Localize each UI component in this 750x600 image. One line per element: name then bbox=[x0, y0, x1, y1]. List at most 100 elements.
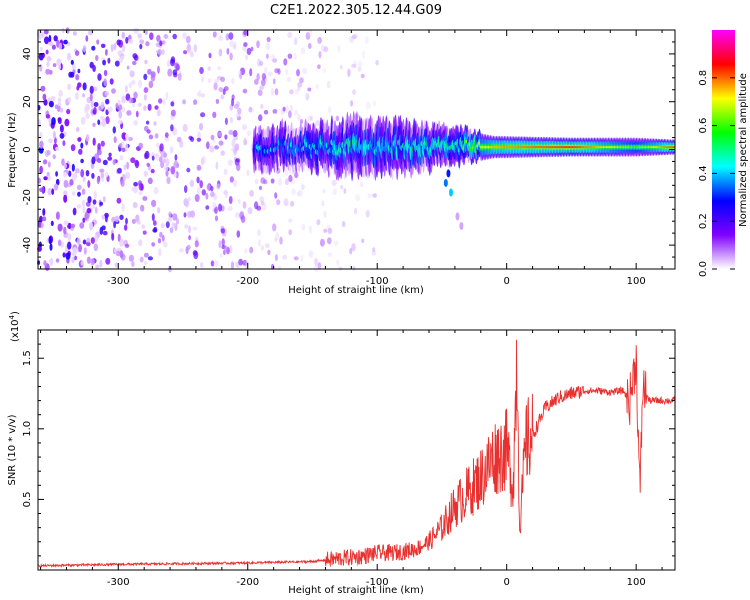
heatmap-cell bbox=[156, 34, 161, 43]
heatmap-cell bbox=[68, 170, 72, 177]
heatmap-cell bbox=[74, 50, 80, 56]
heatmap-cell bbox=[97, 73, 102, 81]
colorbar-axis: 0.0 0.2 0.4 0.6 0.8 bbox=[698, 70, 735, 277]
heatmap-cell bbox=[152, 220, 157, 226]
heatmap-cell bbox=[349, 248, 353, 255]
heatmap-cell bbox=[162, 241, 168, 248]
heatmap-cell bbox=[116, 39, 121, 46]
heatmap-cell bbox=[339, 64, 343, 70]
heatmap-cell bbox=[244, 248, 248, 255]
heatmap-cell bbox=[375, 59, 379, 66]
heatmap-cell bbox=[182, 99, 187, 105]
heatmap-cell bbox=[230, 261, 235, 270]
heatmap-cell bbox=[200, 93, 206, 98]
heatmap-cell bbox=[86, 256, 91, 264]
heatmap-cell bbox=[297, 86, 301, 91]
heatmap-cell bbox=[313, 258, 318, 264]
heatmap-cell bbox=[53, 35, 58, 42]
heatmap-cell bbox=[165, 158, 170, 167]
heatmap-cell bbox=[119, 155, 124, 161]
heatmap-cell bbox=[294, 37, 298, 46]
heatmap-cell bbox=[185, 198, 188, 206]
heatmap-cell bbox=[296, 191, 301, 197]
heatmap-cell bbox=[63, 171, 67, 178]
heatmap-cell bbox=[214, 206, 218, 215]
heatmap-cell bbox=[213, 260, 219, 268]
y-tick-label: 0.5 bbox=[22, 491, 33, 507]
snr-y-multiplier: (x104) bbox=[8, 311, 21, 342]
heatmap-cell bbox=[76, 237, 81, 245]
heatmap-cell bbox=[90, 100, 94, 108]
heatmap-cell bbox=[107, 106, 113, 113]
heatmap-cell bbox=[225, 33, 230, 41]
heatmap-cell bbox=[218, 35, 224, 41]
heatmap-cell bbox=[183, 50, 188, 55]
heatmap-cell bbox=[287, 31, 293, 39]
heatmap-cell bbox=[200, 158, 204, 166]
heatmap-cell bbox=[128, 97, 134, 104]
heatmap-cell bbox=[82, 239, 87, 245]
heatmap-cell bbox=[238, 258, 244, 266]
heatmap-cell bbox=[94, 206, 98, 214]
heatmap-cell bbox=[47, 187, 52, 196]
heatmap-cell bbox=[335, 115, 340, 122]
heatmap-cell bbox=[43, 176, 48, 181]
heatmap-cell bbox=[257, 239, 262, 247]
heatmap-cell bbox=[160, 222, 165, 229]
heatmap-cell bbox=[57, 223, 63, 232]
heatmap-cell bbox=[96, 158, 102, 163]
heatmap-cell bbox=[288, 229, 293, 236]
heatmap-cell bbox=[63, 163, 67, 169]
heatmap-cell bbox=[223, 249, 226, 255]
heatmap-cell bbox=[40, 85, 46, 92]
heatmap-cell bbox=[61, 27, 65, 34]
heatmap-cell bbox=[87, 180, 91, 188]
heatmap-cell bbox=[80, 158, 84, 164]
heatmap-cell bbox=[114, 215, 120, 223]
heatmap-cell bbox=[61, 158, 65, 166]
heatmap-cell bbox=[263, 110, 269, 115]
heatmap-cell bbox=[300, 47, 306, 55]
heatmap-cell bbox=[57, 97, 62, 103]
heatmap-cell bbox=[207, 78, 212, 83]
heatmap-cell bbox=[69, 165, 72, 170]
heatmap-cell bbox=[48, 259, 54, 264]
heatmap-cell bbox=[97, 119, 101, 125]
heatmap-cell bbox=[188, 235, 192, 241]
heatmap-cell bbox=[138, 239, 143, 247]
heatmap-cell bbox=[79, 222, 85, 229]
heatmap-cell bbox=[217, 203, 223, 212]
heatmap-cell bbox=[220, 94, 225, 100]
heatmap-cell bbox=[250, 46, 254, 52]
heatmap-cell bbox=[288, 218, 293, 223]
heatmap-cell bbox=[72, 247, 78, 255]
heatmap-cell bbox=[126, 161, 130, 170]
heatmap-cell bbox=[135, 110, 139, 118]
x-tick-label: -200 bbox=[236, 577, 259, 588]
heatmap-cell bbox=[144, 29, 148, 35]
heatmap-cell bbox=[184, 224, 189, 229]
heatmap-cell bbox=[63, 179, 69, 188]
heatmap-cell bbox=[48, 138, 53, 144]
heatmap-cell bbox=[161, 40, 166, 45]
heatmap-cell bbox=[170, 109, 176, 117]
heatmap-cell bbox=[152, 228, 158, 233]
heatmap-cell bbox=[212, 202, 217, 209]
heatmap-cell bbox=[239, 73, 243, 80]
heatmap-cell bbox=[41, 186, 45, 195]
heatmap-cell bbox=[227, 159, 233, 167]
heatmap-cell bbox=[314, 258, 318, 267]
heatmap-cell bbox=[297, 114, 301, 122]
heatmap-cell bbox=[126, 65, 130, 70]
heatmap-cell bbox=[146, 162, 150, 167]
heatmap-cell bbox=[45, 68, 51, 75]
heatmap-cell bbox=[257, 89, 263, 96]
heatmap-cell bbox=[308, 250, 314, 258]
heatmap-cell bbox=[212, 139, 216, 144]
x-tick-label: -300 bbox=[107, 276, 130, 287]
heatmap-cell bbox=[301, 184, 305, 191]
heatmap-cell bbox=[175, 218, 180, 225]
heatmap-cell bbox=[372, 193, 378, 198]
heatmap-cell bbox=[359, 182, 364, 187]
heatmap-cell bbox=[299, 77, 304, 84]
